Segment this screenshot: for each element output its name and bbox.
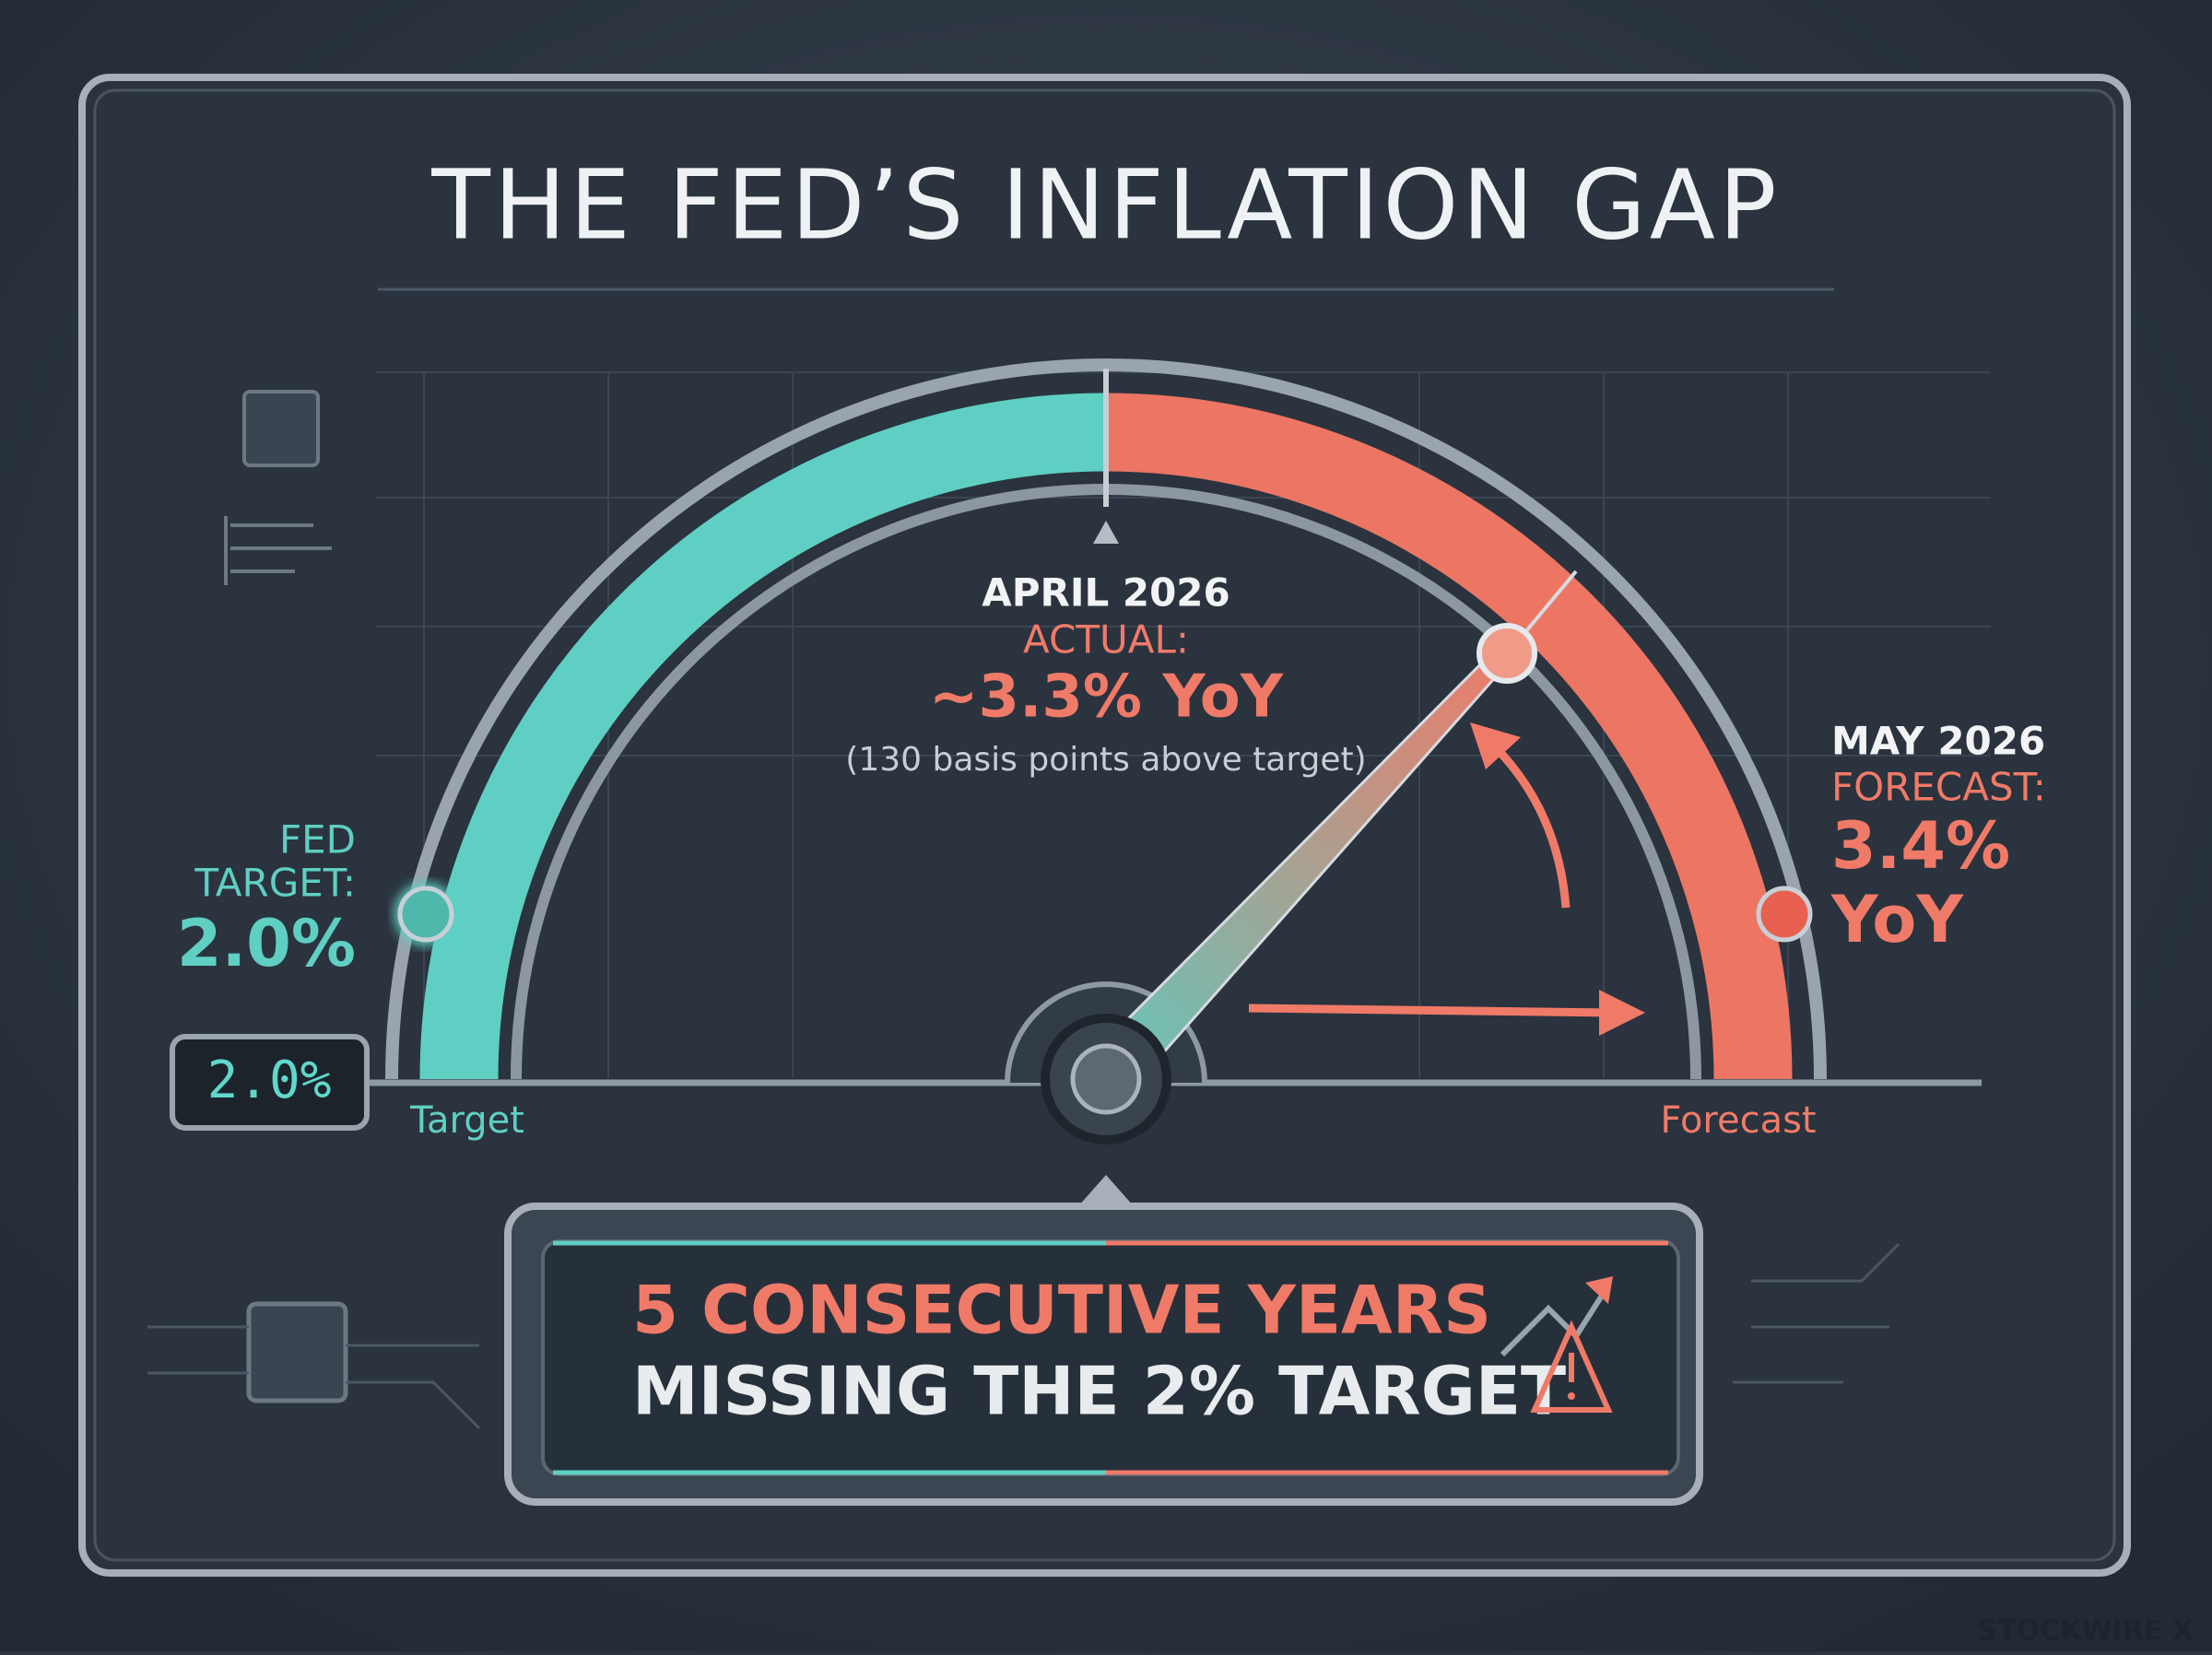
warning-icon bbox=[1530, 1320, 1613, 1413]
display-box bbox=[170, 1034, 370, 1131]
forecast-axis-label: Forecast bbox=[1660, 1099, 1816, 1142]
gauge-band-target bbox=[419, 393, 1107, 1080]
forecast-value: 3.4% bbox=[1831, 808, 2010, 884]
gauge-pointer bbox=[1093, 521, 1119, 544]
arrowhead bbox=[1599, 990, 1645, 1036]
display-value: 2.0% bbox=[207, 1051, 332, 1110]
chip-icon bbox=[246, 1301, 348, 1403]
hub-cap bbox=[1070, 1043, 1142, 1115]
title: THE FED’S INFLATION GAP bbox=[430, 148, 1780, 261]
frame-inner bbox=[93, 88, 2116, 1562]
banner-line1: 5 CONSECUTIVE YEARS bbox=[632, 1272, 1491, 1349]
actual-value: ~3.3% YoY bbox=[929, 663, 1284, 732]
forecast-unit: YoY bbox=[1830, 882, 1964, 957]
straight-arrow bbox=[1248, 1004, 1614, 1017]
warning-dot bbox=[1568, 1392, 1575, 1400]
actual-month: APRIL 2026 bbox=[982, 570, 1230, 616]
gauge-outer-rim bbox=[385, 358, 1827, 1080]
arrowhead bbox=[1470, 722, 1521, 769]
target-dot bbox=[397, 886, 454, 943]
trend-icon bbox=[1500, 1284, 1611, 1357]
forecast-dot bbox=[1756, 886, 1813, 943]
actual-label: ACTUAL: bbox=[1023, 617, 1189, 663]
target-value: 2.0% bbox=[177, 906, 356, 981]
forecast-label: FORECAST: bbox=[1831, 765, 2046, 810]
target-axis-label: Target bbox=[409, 1099, 524, 1142]
banner-pointer bbox=[1078, 1175, 1134, 1206]
circuit-lines bbox=[147, 1242, 1900, 1430]
actual-note: (130 basis points above target) bbox=[845, 741, 1366, 779]
watermark: STOCKWIRE X bbox=[1978, 1615, 2194, 1648]
gauge-band-above bbox=[1105, 393, 1793, 1080]
actual-dot bbox=[1477, 623, 1537, 684]
doc-icon bbox=[224, 516, 332, 585]
banner-line2: MISSING THE 2% TARGET bbox=[632, 1353, 1566, 1430]
frame bbox=[78, 74, 2131, 1577]
target-line2: TARGET: bbox=[194, 861, 356, 906]
trend-arrowhead bbox=[1585, 1276, 1613, 1304]
forecast-month: MAY 2026 bbox=[1831, 719, 2045, 764]
target-line1: FED bbox=[279, 817, 356, 863]
chip-icon bbox=[242, 390, 320, 467]
